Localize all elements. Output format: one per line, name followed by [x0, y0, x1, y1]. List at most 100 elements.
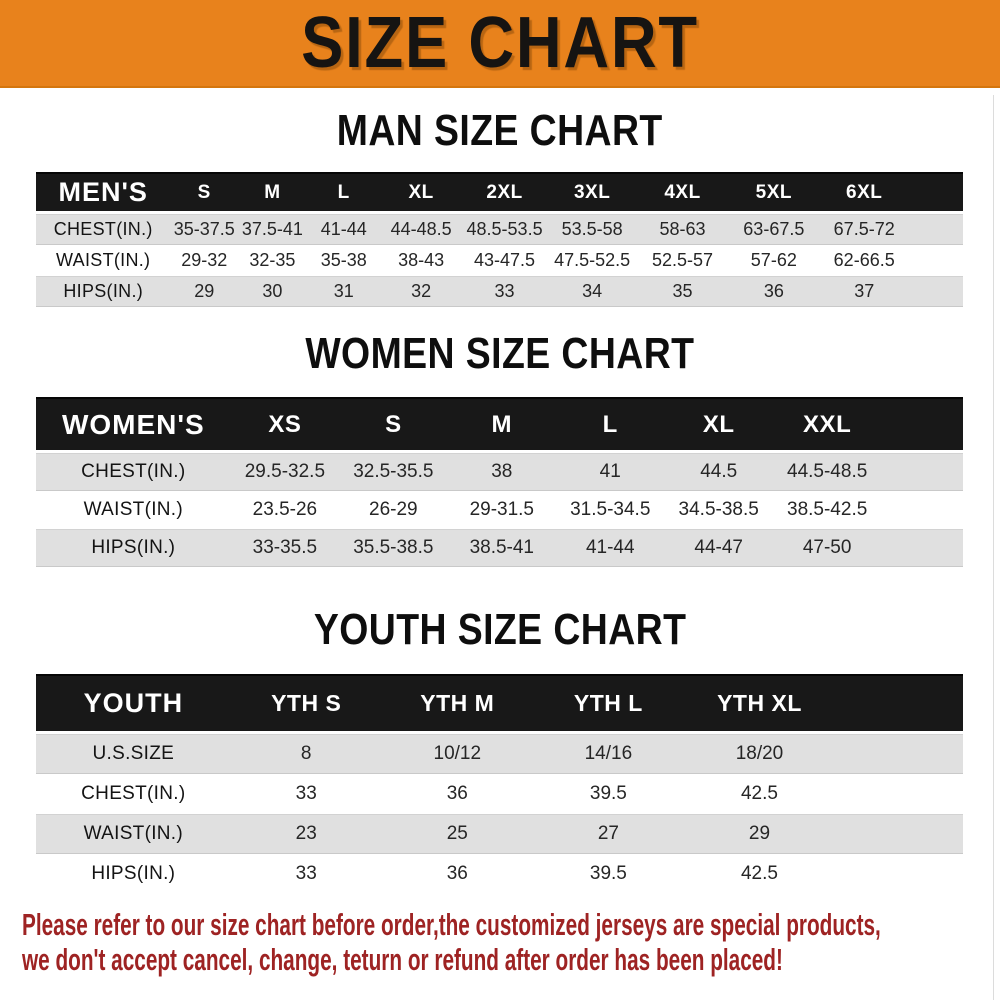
youth-table-header-row: YOUTH YTH S YTH M YTH L YTH XL	[36, 674, 963, 734]
women-size-column-header: XXL	[772, 397, 882, 453]
men-table-label: MEN'S	[36, 172, 171, 214]
size-chart-banner: SIZE CHART	[0, 0, 1000, 88]
size-value-cell: 23	[230, 814, 382, 854]
row-spacer	[909, 214, 963, 245]
disclaimer-line-2: we don't accept cancel, change, teturn o…	[22, 942, 783, 977]
size-value-cell: 29	[170, 276, 239, 307]
size-value-cell: 42.5	[740, 783, 778, 804]
men-size-column-header: 3XL	[547, 172, 637, 214]
youth-row-hips-in: HIPS(IN.) 33 36 39.5 42.5	[36, 854, 963, 894]
size-value-cell: 25	[381, 814, 533, 854]
size-value-cell: 27	[532, 814, 684, 854]
size-value-cell: 8	[230, 734, 382, 774]
size-value-cell: 38.5-42.5	[787, 499, 868, 520]
men-size-column-header: 2XL	[461, 172, 548, 214]
row-spacer	[835, 774, 963, 814]
size-value-cell: 47-50	[772, 529, 882, 567]
row-label: CHEST(IN.)	[36, 453, 231, 491]
size-value-cell: 23.5-26	[252, 499, 318, 520]
size-value-cell: 32-35	[249, 250, 296, 270]
youth-size-table: YOUTH YTH S YTH M YTH L YTH XL U.S.SIZE 8 10/12…	[36, 674, 963, 894]
women-size-column-header: M	[447, 397, 557, 453]
size-value-cell: 35-38	[320, 250, 367, 270]
women-size-column-header: XS	[230, 397, 340, 453]
row-spacer	[881, 453, 963, 491]
men-header-spacer	[909, 172, 963, 214]
women-size-column-header: S	[339, 397, 448, 453]
size-value-cell: 53.5-58	[547, 214, 637, 245]
women-size-table: WOMEN'S XS S M L XL XXL CHEST(IN.) 29.5-32.5 32.5…	[36, 397, 963, 567]
size-value-cell: 36	[446, 863, 468, 884]
size-value-cell: 44-48.5	[380, 214, 462, 245]
men-row-chest-in: CHEST(IN.) 35-37.5 37.5-41 41-44 44-48.5 48.5…	[36, 214, 963, 245]
size-value-cell: 33-35.5	[230, 529, 340, 567]
size-value-cell: 36	[728, 276, 820, 307]
women-size-column-header: XL	[664, 397, 773, 453]
men-size-column-header: 6XL	[819, 172, 910, 214]
row-spacer	[881, 491, 963, 529]
size-value-cell: 31.5-34.5	[570, 499, 651, 520]
size-value-cell: 32.5-35.5	[339, 453, 448, 491]
size-value-cell: 35-37.5	[170, 214, 239, 245]
row-label: CHEST(IN.)	[36, 214, 171, 245]
size-value-cell: 31	[306, 276, 381, 307]
photo-edge-artifact	[993, 95, 994, 1000]
size-value-cell: 58-63	[636, 214, 729, 245]
size-value-cell: 34	[547, 276, 637, 307]
men-row-waist-in: WAIST(IN.) 29-32 32-35 35-38 38-43 43-47.5 47.…	[36, 245, 963, 276]
size-value-cell: 37.5-41	[238, 214, 307, 245]
men-size-column-header: 5XL	[728, 172, 820, 214]
size-value-cell: 34.5-38.5	[678, 499, 759, 520]
size-value-cell: 33	[461, 276, 548, 307]
size-value-cell: 42.5	[740, 863, 778, 884]
row-spacer	[835, 814, 963, 854]
size-value-cell: 35	[636, 276, 729, 307]
size-value-cell: 38.5-41	[447, 529, 557, 567]
size-value-cell: 10/12	[381, 734, 533, 774]
women-table-label: WOMEN'S	[36, 397, 231, 453]
size-value-cell: 18/20	[683, 734, 836, 774]
row-label: HIPS(IN.)	[36, 529, 231, 567]
size-value-cell: 48.5-53.5	[461, 214, 548, 245]
size-value-cell: 63-67.5	[728, 214, 820, 245]
size-value-cell: 29	[683, 814, 836, 854]
size-value-cell: 36	[446, 783, 468, 804]
men-size-table: MEN'S S M L XL 2XL 3XL 4XL 5XL 6XL CHEST(IN.) 35-37…	[36, 172, 963, 307]
women-row-waist-in: WAIST(IN.) 23.5-26 26-29 29-31.5 31.5-34.5 34…	[36, 491, 963, 529]
row-label: U.S.SIZE	[36, 734, 231, 774]
men-size-column-header: L	[306, 172, 381, 214]
row-spacer	[909, 276, 963, 307]
disclaimer: Please refer to our size chart before or…	[0, 907, 1000, 977]
size-value-cell: 44.5-48.5	[772, 453, 882, 491]
size-value-cell: 39.5	[589, 783, 627, 804]
women-size-column-header: L	[556, 397, 665, 453]
men-row-hips-in: HIPS(IN.) 29 30 31 32 33 34 35 36 37	[36, 276, 963, 307]
women-table-header-row: WOMEN'S XS S M L XL XXL	[36, 397, 963, 453]
man-size-chart-title: MAN SIZE CHART	[337, 106, 663, 155]
youth-size-column-header: YTH L	[532, 674, 684, 734]
size-value-cell: 52.5-57	[651, 250, 714, 270]
size-value-cell: 38-43	[398, 250, 445, 270]
men-size-column-header: 4XL	[636, 172, 729, 214]
size-value-cell: 35.5-38.5	[339, 529, 448, 567]
youth-size-column-header: YTH M	[381, 674, 533, 734]
men-table-header-row: MEN'S S M L XL 2XL 3XL 4XL 5XL 6XL	[36, 172, 963, 214]
size-value-cell: 47.5-52.5	[554, 250, 631, 270]
size-value-cell: 14/16	[532, 734, 684, 774]
row-spacer	[835, 734, 963, 774]
size-value-cell: 33	[295, 783, 317, 804]
youth-size-column-header: YTH XL	[683, 674, 836, 734]
youth-row-ussize: U.S.SIZE 8 10/12 14/16 18/20	[36, 734, 963, 774]
row-label: HIPS(IN.)	[36, 276, 171, 307]
row-label: WAIST(IN.)	[56, 250, 151, 270]
women-row-chest-in: CHEST(IN.) 29.5-32.5 32.5-35.5 38 41 44.5 44.5…	[36, 453, 963, 491]
men-size-column-header: XL	[380, 172, 462, 214]
youth-row-chest-in: CHEST(IN.) 33 36 39.5 42.5	[36, 774, 963, 814]
women-size-chart-title: WOMEN SIZE CHART	[305, 329, 695, 378]
women-row-hips-in: HIPS(IN.) 33-35.5 35.5-38.5 38.5-41 41-44 44-…	[36, 529, 963, 567]
size-value-cell: 37	[819, 276, 910, 307]
row-label: WAIST(IN.)	[36, 814, 231, 854]
size-value-cell: 67.5-72	[819, 214, 910, 245]
banner-title: SIZE CHART	[301, 3, 699, 83]
youth-table-label: YOUTH	[36, 674, 231, 734]
